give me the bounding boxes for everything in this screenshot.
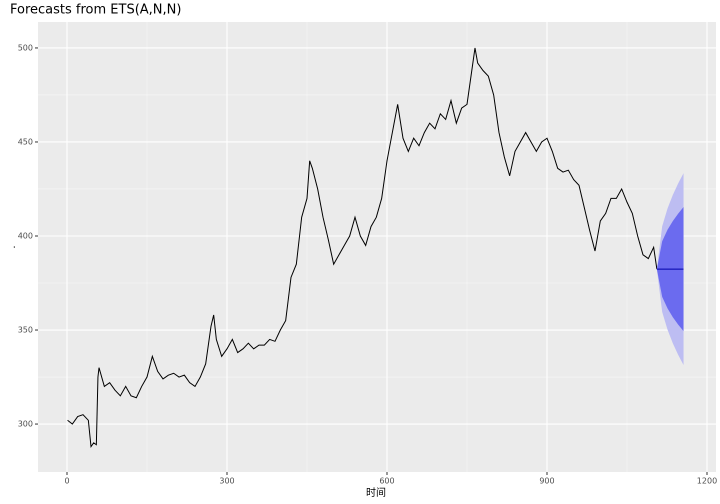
y-tick-label: 300 — [18, 420, 33, 429]
y-tick-label: 400 — [18, 231, 33, 240]
x-tick-label: 900 — [539, 477, 554, 486]
y-tick-label: 500 — [18, 43, 33, 52]
y-axis-label: . — [7, 245, 18, 248]
x-tick-label: 0 — [64, 477, 69, 486]
y-tick-label: 350 — [18, 326, 33, 335]
x-tick-label: 1200 — [697, 477, 717, 486]
x-tick-label: 600 — [379, 477, 394, 486]
series-line — [67, 47, 658, 448]
x-axis-label: 时间 — [366, 486, 386, 499]
chart-title: Forecasts from ETS(A,N,N) — [10, 3, 181, 18]
x-tick-label: 300 — [219, 477, 234, 486]
y-tick-label: 450 — [18, 137, 33, 146]
plot-background — [38, 22, 716, 472]
